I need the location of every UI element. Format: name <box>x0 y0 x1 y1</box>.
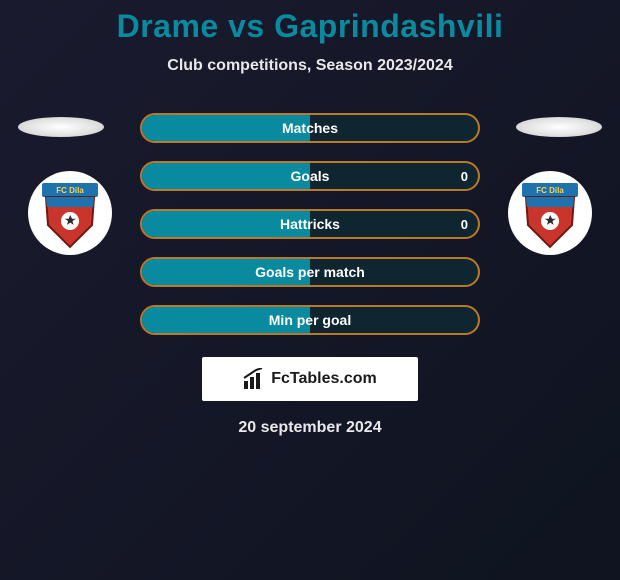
stat-row: Matches <box>140 113 480 143</box>
stat-value-right: 0 <box>451 163 478 189</box>
watermark: FcTables.com <box>202 357 418 401</box>
stat-value-right: 0 <box>451 211 478 237</box>
stat-label: Hattricks <box>142 211 478 237</box>
stat-row: Min per goal <box>140 305 480 335</box>
platform-right <box>516 117 602 137</box>
stat-label: Min per goal <box>142 307 478 333</box>
stat-label: Goals per match <box>142 259 478 285</box>
comparison-stage: FC Dila FC Dila MatchesGoals0Hattricks0G… <box>0 99 620 335</box>
club-crest-right: FC Dila <box>508 171 592 255</box>
stat-row: Goals0 <box>140 161 480 191</box>
club-crest-left: FC Dila <box>28 171 112 255</box>
chart-icon <box>243 368 265 390</box>
footer-date: 20 september 2024 <box>0 419 620 437</box>
svg-text:FC Dila: FC Dila <box>536 186 564 195</box>
stat-row: Goals per match <box>140 257 480 287</box>
platform-left <box>18 117 104 137</box>
svg-text:FC Dila: FC Dila <box>56 186 84 195</box>
stat-label: Goals <box>142 163 478 189</box>
stat-row: Hattricks0 <box>140 209 480 239</box>
shield-icon: FC Dila <box>514 177 586 249</box>
page-subtitle: Club competitions, Season 2023/2024 <box>0 57 620 75</box>
watermark-text: FcTables.com <box>271 370 377 388</box>
shield-icon: FC Dila <box>34 177 106 249</box>
stat-bars: MatchesGoals0Hattricks0Goals per matchMi… <box>140 99 480 335</box>
stat-label: Matches <box>142 115 478 141</box>
page-title: Drame vs Gaprindashvili <box>0 0 620 45</box>
